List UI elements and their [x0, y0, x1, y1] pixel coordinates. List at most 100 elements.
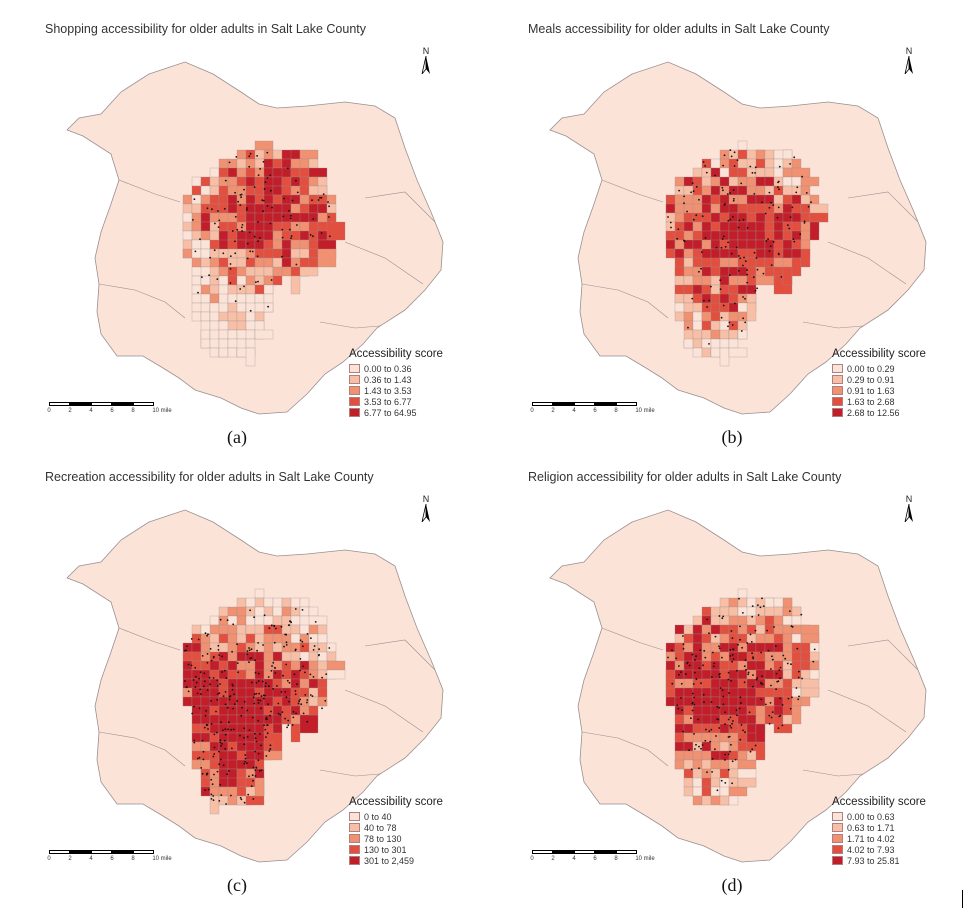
census-tract [737, 275, 748, 286]
census-tract [737, 705, 748, 716]
facility-point [678, 189, 680, 192]
census-tract [200, 311, 211, 322]
census-tract [791, 239, 802, 250]
census-tract [791, 678, 802, 689]
tract-boundary [827, 241, 907, 285]
facility-point [312, 235, 314, 238]
facility-point [262, 160, 265, 163]
census-tract [209, 633, 220, 644]
census-tract [674, 741, 685, 752]
legend-item: 3.53 to 6.77 [349, 396, 443, 407]
legend-title: Accessibility score [832, 796, 926, 808]
census-tract [272, 714, 283, 725]
facility-point [289, 620, 292, 623]
census-tract [800, 687, 820, 698]
facility-point [731, 637, 734, 639]
facility-point [690, 717, 692, 720]
facility-point [320, 196, 323, 199]
facility-point [285, 641, 288, 644]
facility-point [796, 647, 799, 650]
facility-point [292, 710, 295, 713]
facility-point [254, 769, 257, 771]
census-tract [764, 687, 775, 698]
census-tract [290, 624, 301, 635]
facility-point [296, 224, 298, 226]
facility-point [777, 186, 779, 189]
census-tract [782, 678, 793, 689]
census-tract [746, 678, 757, 689]
facility-point [742, 612, 744, 614]
legend-swatch [832, 823, 843, 832]
legend-label: 6.77 to 64.95 [364, 407, 417, 418]
census-tract [227, 777, 238, 788]
scale-segment [595, 850, 616, 854]
census-tract [227, 705, 238, 716]
facility-point [729, 716, 732, 719]
facility-point [732, 189, 735, 192]
facility-point [722, 189, 724, 192]
census-tract [710, 347, 721, 358]
scale-label: 6 [593, 856, 597, 862]
facility-point [232, 728, 235, 731]
north-label: N [905, 494, 913, 504]
census-tract [746, 687, 757, 698]
census-tract [764, 221, 775, 232]
facility-point [322, 193, 325, 196]
tract-boundary [118, 179, 181, 203]
legend-swatch [349, 397, 360, 406]
legend-swatch [349, 823, 360, 832]
facility-point [742, 296, 744, 298]
facility-point [204, 714, 207, 717]
census-tract [236, 239, 247, 250]
facility-point [312, 218, 315, 220]
census-tract [773, 203, 784, 214]
legend-swatch [349, 364, 360, 373]
facility-point [713, 662, 716, 665]
facility-point [687, 326, 689, 329]
facility-point [671, 682, 674, 685]
facility-point [768, 714, 771, 717]
census-tract [245, 257, 256, 268]
facility-point [678, 673, 680, 676]
facility-point [269, 748, 272, 750]
census-tract [674, 696, 685, 707]
facility-point [690, 768, 693, 771]
census-tract [245, 714, 256, 725]
facility-point [749, 165, 752, 168]
census-tract [800, 230, 811, 241]
facility-point [195, 681, 198, 684]
facility-point [754, 289, 757, 292]
facility-point [244, 754, 247, 756]
facility-point [296, 683, 298, 686]
facility-point [676, 237, 679, 240]
census-tract [809, 669, 820, 680]
census-tract [728, 329, 739, 340]
facility-point [270, 624, 273, 627]
facility-point [231, 747, 233, 750]
facility-point [199, 238, 201, 241]
facility-point [739, 696, 742, 699]
scale-label: 2 [551, 408, 555, 414]
census-tract [755, 275, 775, 286]
facility-point [217, 693, 219, 695]
census-tract [683, 320, 694, 331]
facility-point [253, 616, 256, 619]
census-tract [737, 167, 748, 178]
facility-point [306, 720, 309, 723]
facility-point [203, 726, 206, 729]
county-map [66, 509, 444, 863]
facility-point [294, 608, 297, 610]
facility-point [670, 226, 672, 229]
census-tract [227, 329, 238, 340]
census-tract [200, 185, 211, 196]
north-arrow-icon: N [419, 494, 433, 524]
facility-point [236, 700, 239, 702]
facility-point [751, 652, 753, 655]
facility-point [219, 739, 222, 741]
facility-point [328, 647, 331, 649]
facility-point [300, 703, 303, 706]
facility-point [240, 196, 243, 199]
census-tract [773, 651, 784, 662]
census-tract [245, 768, 256, 779]
facility-point [742, 317, 745, 320]
